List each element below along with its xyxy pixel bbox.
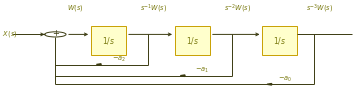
FancyBboxPatch shape <box>262 26 297 55</box>
Text: $s^{-2}W(s)$: $s^{-2}W(s)$ <box>224 3 251 15</box>
Text: $-a_0$: $-a_0$ <box>278 75 293 84</box>
Text: $s^{-3}W(s)$: $s^{-3}W(s)$ <box>306 3 333 15</box>
FancyBboxPatch shape <box>175 26 210 55</box>
FancyBboxPatch shape <box>91 26 126 55</box>
Text: $X\,(s)$: $X\,(s)$ <box>2 29 18 39</box>
Text: $1/s$: $1/s$ <box>102 35 115 46</box>
Polygon shape <box>267 84 272 85</box>
Text: $-a_2$: $-a_2$ <box>112 55 127 64</box>
Text: $-a_1$: $-a_1$ <box>195 66 209 75</box>
Text: $s^{-1}W(s)$: $s^{-1}W(s)$ <box>140 3 167 15</box>
Text: $W(s)$: $W(s)$ <box>67 3 83 13</box>
Text: $1/s$: $1/s$ <box>273 35 287 46</box>
Polygon shape <box>180 75 185 76</box>
Text: +: + <box>52 29 59 38</box>
Polygon shape <box>96 64 101 65</box>
Text: $1/s$: $1/s$ <box>186 35 199 46</box>
